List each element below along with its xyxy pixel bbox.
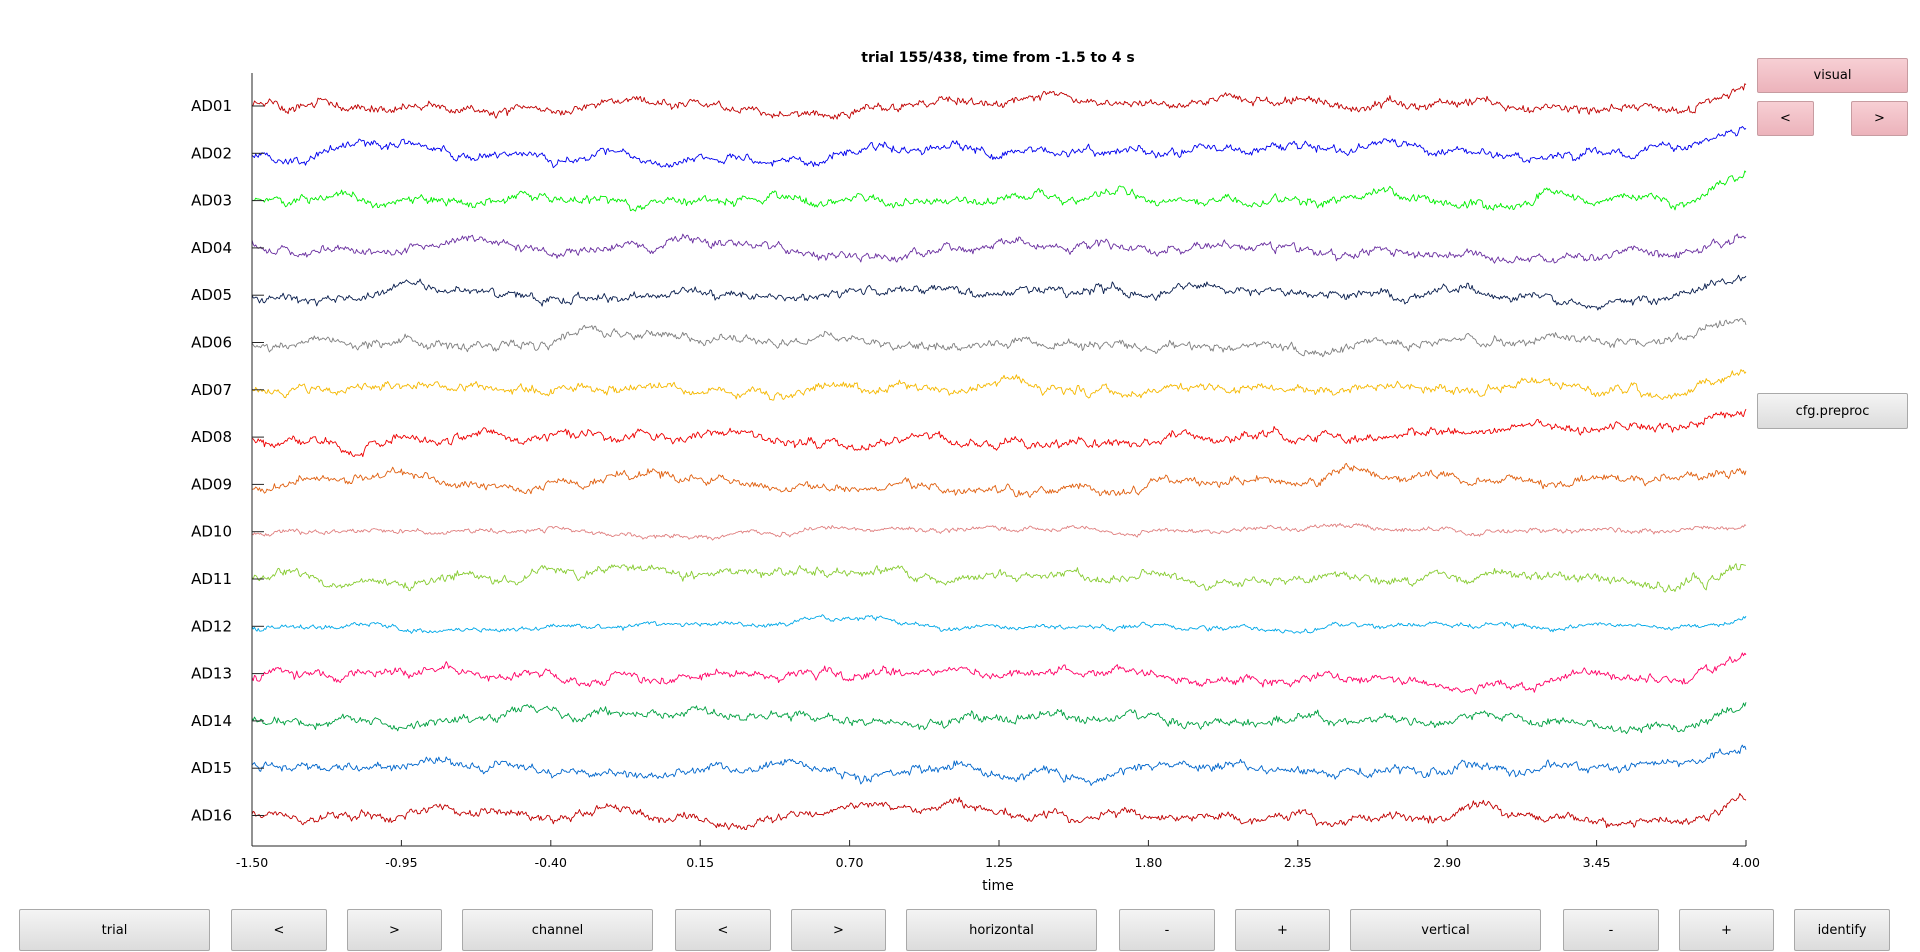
channel-trace [251, 126, 1747, 169]
channel-trace [251, 408, 1747, 458]
artifact-next-button[interactable]: > [1851, 101, 1908, 136]
channel-trace [251, 652, 1747, 695]
channel-trace [251, 274, 1747, 311]
channel-trace [251, 702, 1747, 735]
channel-trace [251, 614, 1747, 634]
channel-label: AD15 [191, 759, 232, 777]
artifact-prev-button[interactable]: < [1757, 101, 1814, 136]
trial-prev-button[interactable]: < [231, 909, 327, 951]
channel-label: AD13 [191, 665, 232, 683]
channel-trace [251, 233, 1747, 264]
channel-trace [251, 369, 1747, 401]
channel-label: AD16 [191, 807, 232, 825]
channel-trace [251, 170, 1747, 212]
channel-label: AD09 [191, 475, 232, 493]
channel-labels-group: AD01 AD02 AD03 AD04 AD05 AD06 AD07 AD08 AD09 AD10… [191, 97, 232, 825]
x-tick-label: 2.90 [1433, 855, 1461, 870]
channel-trace [251, 462, 1747, 498]
trial-button[interactable]: trial [19, 909, 210, 951]
channel-trace [251, 83, 1747, 120]
x-tick-label: 3.45 [1583, 855, 1611, 870]
channel-trace [251, 563, 1747, 593]
vertical-plus-button[interactable]: + [1679, 909, 1774, 951]
channel-label: AD08 [191, 428, 232, 446]
x-axis-label: time [982, 878, 1014, 894]
channel-label: AD02 [191, 144, 232, 162]
channel-button[interactable]: channel [462, 909, 653, 951]
identify-button[interactable]: identify [1794, 909, 1890, 951]
channel-trace [251, 522, 1747, 541]
channel-label: AD03 [191, 192, 232, 210]
x-tick-label: 1.25 [985, 855, 1013, 870]
x-tick-label: -0.95 [385, 855, 417, 870]
channel-label: AD14 [191, 712, 232, 730]
x-ticks-group: -1.50 -0.95 -0.40 0.15 0.70 1.25 1.80 2.35 2.90 3… [236, 840, 1760, 870]
x-tick-label: 0.15 [686, 855, 714, 870]
channel-label: AD05 [191, 286, 232, 304]
x-tick-label: 1.80 [1134, 855, 1162, 870]
x-tick-label: 0.70 [836, 855, 864, 870]
artifact-type-button[interactable]: visual [1757, 58, 1908, 93]
multichannel-trace-plot: AD01 AD02 AD03 AD04 AD05 AD06 AD07 AD08 AD09 AD10… [191, 73, 1760, 894]
channel-trace [251, 318, 1747, 358]
channel-label: AD11 [191, 570, 232, 588]
channel-prev-button[interactable]: < [675, 909, 771, 951]
channel-label: AD04 [191, 239, 232, 257]
x-tick-label: -0.40 [535, 855, 567, 870]
x-tick-label: -1.50 [236, 855, 268, 870]
traces-group [251, 83, 1747, 831]
horizontal-plus-button[interactable]: + [1235, 909, 1330, 951]
channel-trace [251, 793, 1747, 831]
channel-label: AD06 [191, 334, 232, 352]
cfg-preproc-button[interactable]: cfg.preproc [1757, 393, 1908, 429]
channel-label: AD12 [191, 617, 232, 635]
axes-group [251, 73, 1746, 847]
channel-label: AD07 [191, 381, 232, 399]
x-tick-label: 4.00 [1732, 855, 1760, 870]
channel-label: AD10 [191, 523, 232, 541]
channel-label: AD01 [191, 97, 232, 115]
horizontal-button[interactable]: horizontal [906, 909, 1097, 951]
horizontal-minus-button[interactable]: - [1119, 909, 1215, 951]
vertical-button[interactable]: vertical [1350, 909, 1541, 951]
channel-next-button[interactable]: > [791, 909, 886, 951]
x-tick-label: 2.35 [1284, 855, 1312, 870]
vertical-minus-button[interactable]: - [1563, 909, 1659, 951]
trial-next-button[interactable]: > [347, 909, 442, 951]
plot-title: trial 155/438, time from -1.5 to 4 s [861, 50, 1135, 66]
channel-trace [251, 744, 1747, 786]
